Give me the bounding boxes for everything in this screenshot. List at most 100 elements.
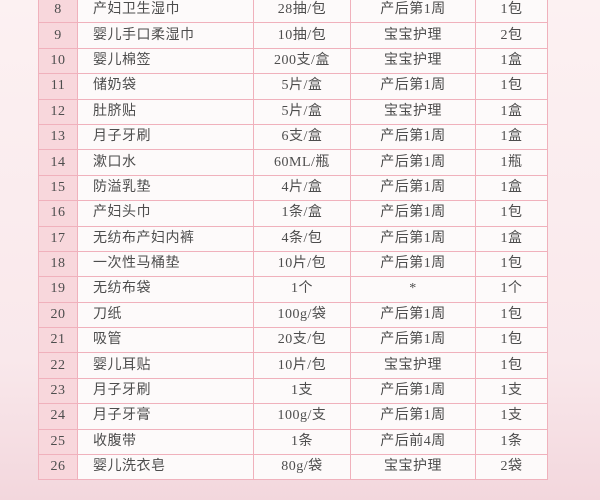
spec-cell: 100g/袋 (253, 301, 351, 329)
table-row: 16 产妇头巾 1条/盒 产后第1周 1包 (38, 200, 548, 227)
row-index-cell: 20 (38, 301, 78, 329)
table-row: 18 一次性马桶垫 10片/包 产后第1周 1包 (38, 250, 548, 278)
usage-period-cell: 产后第1周 (350, 123, 476, 151)
product-name-cell: 婴儿棉签 (77, 47, 254, 75)
row-index-cell: 19 (38, 276, 78, 303)
spec-cell: 10片/包 (253, 352, 351, 379)
row-index-cell: 15 (38, 174, 78, 202)
product-name-cell: 一次性马桶垫 (77, 250, 254, 278)
row-index-cell: 24 (38, 403, 78, 430)
spec-cell: 10片/包 (253, 250, 351, 278)
usage-period-cell: 产后第1周 (350, 174, 476, 202)
spec-cell: 28抽/包 (253, 0, 351, 24)
row-index-cell: 13 (38, 123, 78, 151)
table-row: 9 婴儿手口柔湿巾 10抽/包 宝宝护理 2包 (38, 22, 548, 49)
row-index-cell: 16 (38, 200, 78, 227)
spec-cell: 10抽/包 (253, 22, 351, 49)
quantity-cell: 1包 (475, 327, 548, 354)
quantity-cell: 1包 (475, 0, 548, 24)
spec-cell: 4条/包 (253, 225, 351, 252)
product-name-cell: 防溢乳垫 (77, 174, 254, 202)
table-row: 26 婴儿洗衣皂 80g/袋 宝宝护理 2袋 (38, 454, 548, 481)
table-row: 11 储奶袋 5片/盒 产后第1周 1包 (38, 73, 548, 100)
table-row: 10 婴儿棉签 200支/盒 宝宝护理 1盒 (38, 47, 548, 75)
spec-cell: 1条/盒 (253, 200, 351, 227)
product-name-cell: 产妇头巾 (77, 200, 254, 227)
table-row: 21 吸管 20支/包 产后第1周 1包 (38, 327, 548, 354)
usage-period-cell: 产后第1周 (350, 225, 476, 252)
usage-period-cell: 产后第1周 (350, 0, 476, 24)
row-index-cell: 25 (38, 428, 78, 456)
usage-period-cell: 产后第1周 (350, 149, 476, 176)
product-name-cell: 婴儿手口柔湿巾 (77, 22, 254, 49)
usage-period-cell: 宝宝护理 (350, 454, 476, 481)
quantity-cell: 1支 (475, 377, 548, 405)
row-index-cell: 12 (38, 98, 78, 125)
spec-cell: 5片/盒 (253, 98, 351, 125)
usage-period-cell: * (350, 276, 476, 303)
quantity-cell: 1盒 (475, 47, 548, 75)
row-index-cell: 8 (38, 0, 78, 24)
product-name-cell: 刀纸 (77, 301, 254, 329)
table-row: 8 产妇卫生湿巾 28抽/包 产后第1周 1包 (38, 0, 548, 24)
quantity-cell: 1盒 (475, 174, 548, 202)
usage-period-cell: 宝宝护理 (350, 352, 476, 379)
quantity-cell: 1盒 (475, 98, 548, 125)
product-name-cell: 肚脐贴 (77, 98, 254, 125)
spec-cell: 60ML/瓶 (253, 149, 351, 176)
quantity-cell: 2袋 (475, 454, 548, 481)
usage-period-cell: 产后第1周 (350, 250, 476, 278)
quantity-cell: 1支 (475, 403, 548, 430)
table-row: 20 刀纸 100g/袋 产后第1周 1包 (38, 301, 548, 329)
row-index-cell: 21 (38, 327, 78, 354)
table-row: 17 无纺布产妇内裤 4条/包 产后第1周 1盒 (38, 225, 548, 252)
quantity-cell: 2包 (475, 22, 548, 49)
usage-period-cell: 宝宝护理 (350, 22, 476, 49)
spec-cell: 1条 (253, 428, 351, 456)
product-name-cell: 婴儿洗衣皂 (77, 454, 254, 481)
table-row: 24 月子牙膏 100g/支 产后第1周 1支 (38, 403, 548, 430)
row-index-cell: 10 (38, 47, 78, 75)
row-index-cell: 11 (38, 73, 78, 100)
row-index-cell: 26 (38, 454, 78, 481)
table-row: 13 月子牙刷 6支/盒 产后第1周 1盒 (38, 123, 548, 151)
usage-period-cell: 产后第1周 (350, 200, 476, 227)
spec-cell: 5片/盒 (253, 73, 351, 100)
table-row: 19 无纺布袋 1个 * 1个 (38, 276, 548, 303)
quantity-cell: 1包 (475, 301, 548, 329)
table-row: 22 婴儿耳贴 10片/包 宝宝护理 1包 (38, 352, 548, 379)
quantity-cell: 1个 (475, 276, 548, 303)
product-name-cell: 婴儿耳贴 (77, 352, 254, 379)
spec-cell: 100g/支 (253, 403, 351, 430)
usage-period-cell: 产后第1周 (350, 377, 476, 405)
product-name-cell: 吸管 (77, 327, 254, 354)
table-row: 15 防溢乳垫 4片/盒 产后第1周 1盒 (38, 174, 548, 202)
table-body: 8 产妇卫生湿巾 28抽/包 产后第1周 1包 9 婴儿手口柔湿巾 10抽/包 宝宝护理 2包 10… (38, 0, 548, 481)
usage-period-cell: 产后第1周 (350, 73, 476, 100)
product-name-cell: 产妇卫生湿巾 (77, 0, 254, 24)
usage-period-cell: 宝宝护理 (350, 47, 476, 75)
row-index-cell: 9 (38, 22, 78, 49)
product-name-cell: 无纺布袋 (77, 276, 254, 303)
spec-cell: 200支/盒 (253, 47, 351, 75)
quantity-cell: 1包 (475, 73, 548, 100)
quantity-cell: 1包 (475, 200, 548, 227)
spec-cell: 1支 (253, 377, 351, 405)
product-name-cell: 月子牙膏 (77, 403, 254, 430)
spec-cell: 4片/盒 (253, 174, 351, 202)
table-row: 25 收腹带 1条 产后前4周 1条 (38, 428, 548, 456)
row-index-cell: 22 (38, 352, 78, 379)
product-checklist-table: 8 产妇卫生湿巾 28抽/包 产后第1周 1包 9 婴儿手口柔湿巾 10抽/包 宝宝护理 2包 10… (38, 0, 548, 481)
product-name-cell: 月子牙刷 (77, 123, 254, 151)
usage-period-cell: 产后第1周 (350, 327, 476, 354)
quantity-cell: 1包 (475, 352, 548, 379)
quantity-cell: 1瓶 (475, 149, 548, 176)
spec-cell: 6支/盒 (253, 123, 351, 151)
usage-period-cell: 宝宝护理 (350, 98, 476, 125)
spec-cell: 20支/包 (253, 327, 351, 354)
quantity-cell: 1盒 (475, 225, 548, 252)
spec-cell: 80g/袋 (253, 454, 351, 481)
product-name-cell: 收腹带 (77, 428, 254, 456)
product-name-cell: 月子牙刷 (77, 377, 254, 405)
